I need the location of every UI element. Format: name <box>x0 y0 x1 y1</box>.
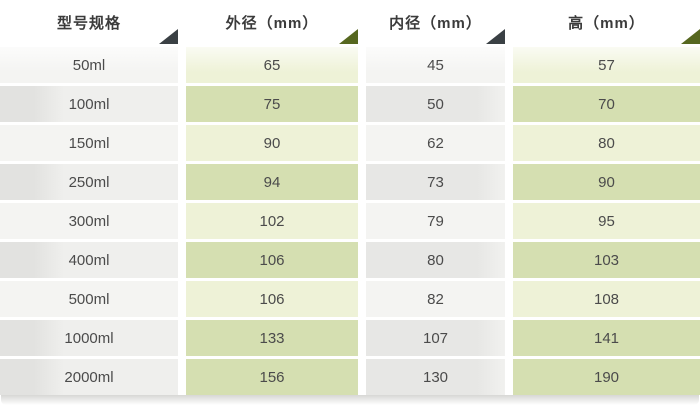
cell-inner-diameter: 130 <box>366 359 505 395</box>
cell-model: 1000ml <box>0 320 178 356</box>
cell-outer-diameter: 94 <box>186 164 358 200</box>
cell-height: 95 <box>513 203 700 239</box>
cell-height: 57 <box>513 47 700 83</box>
cell-inner-diameter: 82 <box>366 281 505 317</box>
cell-height: 190 <box>513 359 700 395</box>
cell-outer-diameter: 75 <box>186 86 358 122</box>
corner-olive-triangle-icon <box>681 29 700 44</box>
column-header-height: 高（mm） <box>513 0 700 44</box>
cell-outer-diameter: 65 <box>186 47 358 83</box>
spec-table: 型号规格 外径（mm） 内径（mm） 高（mm） 50ml 65 45 57 100ml… <box>0 0 700 395</box>
cell-outer-diameter: 156 <box>186 359 358 395</box>
cell-height: 103 <box>513 242 700 278</box>
corner-dark-triangle-icon <box>159 29 178 44</box>
cell-outer-diameter: 106 <box>186 242 358 278</box>
cell-model: 400ml <box>0 242 178 278</box>
cell-inner-diameter: 80 <box>366 242 505 278</box>
cell-height: 90 <box>513 164 700 200</box>
cell-model: 500ml <box>0 281 178 317</box>
cell-model: 50ml <box>0 47 178 83</box>
column-header-height-label: 高（mm） <box>568 14 645 32</box>
cell-height: 141 <box>513 320 700 356</box>
column-header-inner-diameter-label: 内径（mm） <box>389 14 482 32</box>
cell-height: 108 <box>513 281 700 317</box>
cell-outer-diameter: 106 <box>186 281 358 317</box>
column-header-model: 型号规格 <box>0 0 178 44</box>
cell-height: 70 <box>513 86 700 122</box>
column-header-model-label: 型号规格 <box>56 14 121 32</box>
cell-inner-diameter: 73 <box>366 164 505 200</box>
column-header-inner-diameter: 内径（mm） <box>366 0 505 44</box>
cell-model: 2000ml <box>0 359 178 395</box>
cell-model: 250ml <box>0 164 178 200</box>
cell-inner-diameter: 79 <box>366 203 505 239</box>
corner-olive-triangle-icon <box>339 29 358 44</box>
cell-outer-diameter: 102 <box>186 203 358 239</box>
column-header-outer-diameter-label: 外径（mm） <box>225 14 319 32</box>
cell-model: 150ml <box>0 125 178 161</box>
cell-inner-diameter: 45 <box>366 47 505 83</box>
cell-inner-diameter: 107 <box>366 320 505 356</box>
table-bottom-shadow <box>1 395 699 405</box>
cell-model: 100ml <box>0 86 178 122</box>
cell-inner-diameter: 62 <box>366 125 505 161</box>
cell-inner-diameter: 50 <box>366 86 505 122</box>
column-header-outer-diameter: 外径（mm） <box>186 0 358 44</box>
corner-dark-triangle-icon <box>486 29 505 44</box>
cell-outer-diameter: 133 <box>186 320 358 356</box>
cell-height: 80 <box>513 125 700 161</box>
cell-model: 300ml <box>0 203 178 239</box>
cell-outer-diameter: 90 <box>186 125 358 161</box>
